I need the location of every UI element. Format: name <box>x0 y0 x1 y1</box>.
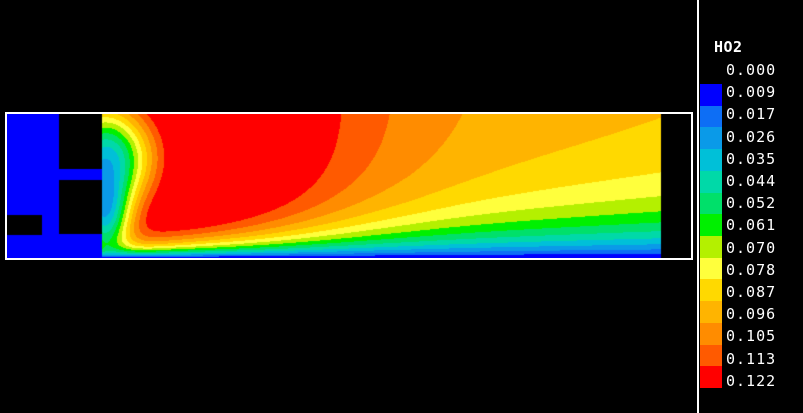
colorbar-legend: HO2 0.000 0.009 0.017 0.026 0.035 0.044 0.052 0… <box>700 0 803 413</box>
colorbar-label: 0.087 <box>726 283 777 301</box>
colorbar-swatch <box>700 257 722 280</box>
contour-plot-panel <box>5 112 693 260</box>
colorbar-swatch <box>700 279 722 302</box>
colorbar-swatch <box>700 236 722 258</box>
colorbar-label: 0.000 <box>726 61 777 79</box>
colorbar-label: 0.052 <box>726 194 777 213</box>
scalar-field-canvas <box>7 114 691 258</box>
colorbar-label: 0.026 <box>726 127 777 146</box>
colorbar-label: 0.122 <box>726 371 777 390</box>
colorbar-swatch <box>700 322 722 345</box>
colorbar-label: 0.096 <box>726 305 777 324</box>
colorbar-label: 0.078 <box>726 260 777 279</box>
colorbar-label: 0.017 <box>726 105 777 124</box>
colorbar-swatch <box>700 344 722 367</box>
colorbar-label: 0.113 <box>726 349 777 368</box>
colorbar-label: 0.070 <box>726 238 777 257</box>
colorbar-swatch <box>700 192 722 215</box>
legend-divider <box>697 0 699 413</box>
colorbar-label: 0.044 <box>726 172 777 190</box>
colorbar-swatch <box>700 214 722 236</box>
colorbar-swatch <box>700 170 722 193</box>
colorbar-swatches <box>700 84 722 388</box>
colorbar-swatch <box>700 84 722 106</box>
colorbar-label: 0.035 <box>726 149 777 168</box>
colorbar-labels: 0.000 0.009 0.017 0.026 0.035 0.044 0.052 0.061… <box>726 0 803 413</box>
colorbar-swatch <box>700 127 722 150</box>
colorbar-label: 0.061 <box>726 216 777 235</box>
legend-title: HO2 <box>714 38 743 56</box>
colorbar-swatch <box>700 149 722 171</box>
colorbar-swatch <box>700 366 722 388</box>
colorbar-swatch <box>700 301 722 323</box>
colorbar-swatch <box>700 105 722 128</box>
colorbar-label: 0.105 <box>726 327 777 346</box>
colorbar-label: 0.009 <box>726 83 777 102</box>
